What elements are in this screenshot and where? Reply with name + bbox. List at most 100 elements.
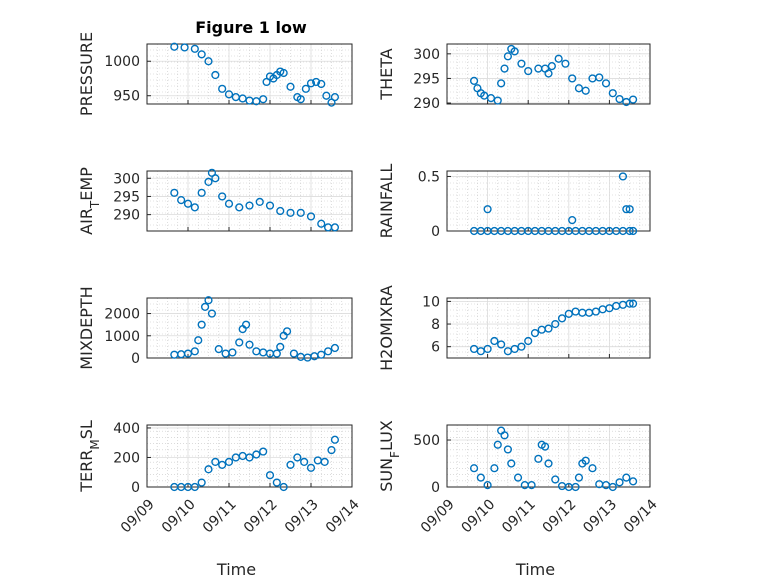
y-axis-label: MIXDEPTH [77, 286, 96, 369]
data-point [272, 478, 281, 487]
x-tick-label: 09/12 [540, 496, 580, 536]
subplot-3: 290 295 300 AIRTEMP [77, 167, 353, 235]
data-point [197, 50, 206, 59]
x-tick-label: 09/09 [118, 496, 158, 536]
data-point [497, 340, 506, 349]
data-series [170, 168, 340, 232]
data-series [170, 435, 340, 492]
data-point [296, 95, 305, 104]
data-point [317, 79, 326, 89]
data-point [276, 342, 285, 351]
data-point [493, 440, 502, 449]
data-point [622, 97, 631, 107]
x-tick-label: 09/13 [282, 496, 322, 536]
x-tick-label: 09/12 [241, 496, 281, 536]
data-point [218, 192, 227, 201]
data-point [279, 68, 288, 78]
axes-box [146, 424, 353, 488]
data-point [322, 91, 331, 100]
data-point [286, 460, 295, 469]
data-point [245, 453, 254, 462]
y-tick-label: 0 [131, 480, 140, 496]
data-point [259, 95, 268, 104]
data-point [265, 471, 275, 480]
data-point [306, 212, 316, 221]
y-tick-label: 300 [113, 171, 140, 187]
data-point [544, 69, 553, 78]
data-point [520, 481, 529, 490]
data-point [497, 426, 506, 435]
data-point [224, 457, 234, 467]
data-point [214, 345, 223, 354]
data-point [330, 435, 340, 444]
data-point [200, 302, 210, 311]
data-point [197, 320, 206, 329]
data-point [177, 350, 186, 359]
y-axis-label-subscript: F [388, 451, 402, 458]
y-axis-label-part: SL [77, 420, 96, 439]
y-tick-label: 2000 [104, 307, 140, 323]
data-point [469, 464, 479, 473]
data-point [211, 457, 220, 467]
figure-title: Figure 1 low [195, 18, 307, 37]
data-point [628, 226, 638, 236]
data-point [524, 336, 533, 346]
data-point [204, 177, 213, 187]
data-point [286, 208, 295, 217]
y-axis-label-part: EMP [77, 167, 96, 201]
axes-box [146, 170, 353, 232]
data-point [476, 347, 485, 356]
data-point [306, 463, 316, 472]
y-tick-label: 0 [431, 480, 440, 496]
data-point [252, 347, 261, 356]
x-tick-label: 09/14 [323, 496, 363, 536]
data-series [469, 426, 638, 492]
y-axis-label: AIRTEMP [77, 167, 102, 235]
data-point [574, 473, 584, 482]
data-point [517, 59, 526, 68]
data-point [190, 44, 199, 53]
x-tick-label: 09/11 [200, 496, 240, 536]
data-point [571, 482, 580, 492]
x-tick-label: 09/13 [580, 496, 620, 536]
data-point [557, 481, 567, 491]
data-point [625, 205, 634, 214]
data-point [317, 219, 326, 228]
data-point [224, 90, 234, 99]
x-axis-label: Time [216, 560, 256, 579]
data-point [628, 95, 638, 104]
data-point [618, 172, 628, 181]
data-point [235, 338, 244, 347]
data-point [252, 450, 261, 459]
data-point [551, 319, 560, 329]
axes-box [446, 43, 651, 105]
y-tick-label: 290 [113, 208, 140, 224]
subplot-6: 6 8 10 H2OMIXRA [377, 285, 651, 371]
y-axis-label: THETA [377, 48, 396, 100]
data-point [327, 445, 336, 455]
data-point [180, 43, 189, 52]
data-point [618, 300, 628, 309]
data-point [513, 473, 523, 482]
data-point [204, 465, 213, 474]
y-tick-label: 300 [413, 47, 440, 63]
data-point [241, 320, 251, 329]
data-point [211, 174, 220, 183]
data-point [265, 201, 275, 210]
data-point [183, 199, 193, 208]
data-series [469, 44, 638, 107]
data-point [588, 464, 597, 473]
data-point [330, 223, 340, 232]
y-tick-label: 400 [113, 421, 140, 437]
data-point [259, 348, 268, 357]
data-point [197, 478, 206, 487]
data-point [524, 66, 533, 76]
x-tick-label: 09/14 [621, 496, 661, 536]
data-point [574, 84, 584, 93]
data-point [571, 307, 580, 316]
data-point [490, 336, 499, 346]
data-point [608, 89, 617, 98]
